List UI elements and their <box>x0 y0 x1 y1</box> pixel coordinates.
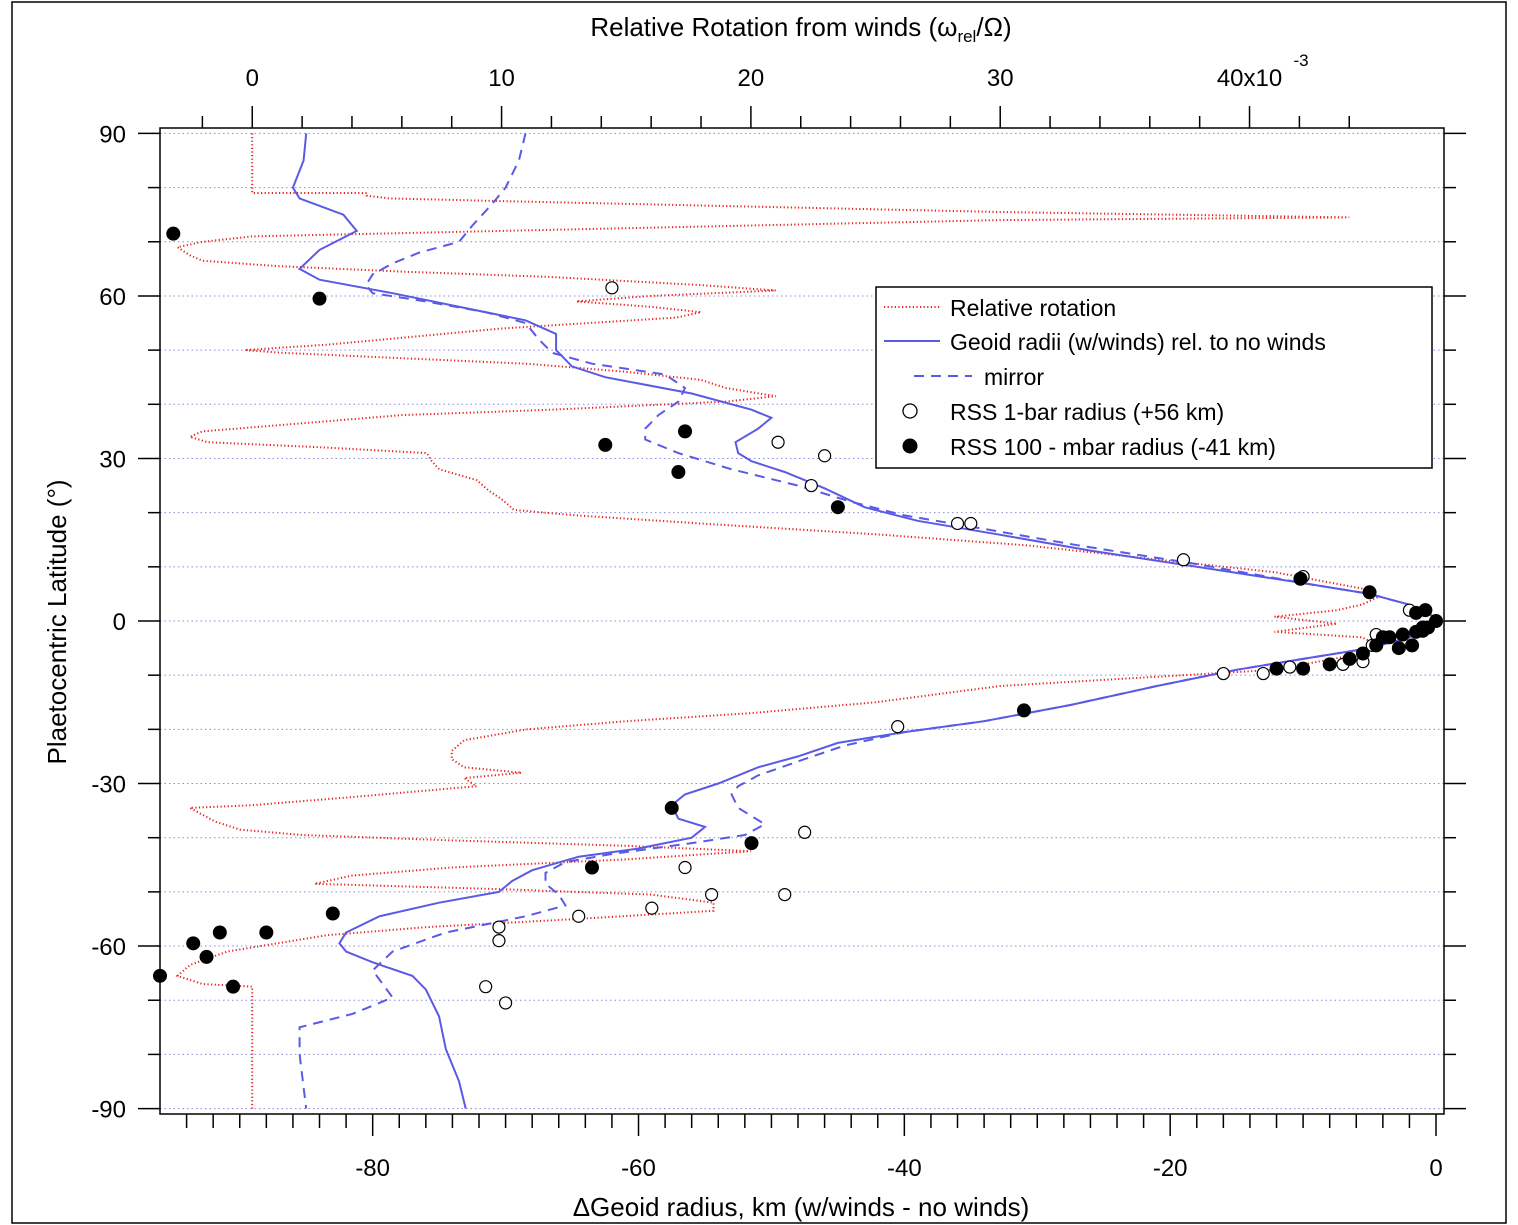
rss-1bar-point <box>479 980 493 994</box>
x-tick-label: -80 <box>355 1155 390 1182</box>
rss-100mbar-point <box>664 800 679 815</box>
rss-1bar-point <box>498 996 513 1010</box>
y-tick-label: -90 <box>91 1097 126 1124</box>
plot-frame <box>159 127 1445 1115</box>
rss-100mbar-point <box>325 906 340 921</box>
rss-100mbar-point <box>199 949 214 964</box>
legend: Relative rotation Geoid radii (w/winds) … <box>875 286 1433 469</box>
rss-1bar-point <box>798 825 812 839</box>
x-tick-label: 0 <box>1429 1155 1442 1182</box>
rss-100mbar-point <box>1016 703 1031 718</box>
top-tick-label: 0 <box>246 65 259 92</box>
rss-1bar-point <box>1176 553 1191 567</box>
top-tick-label: 30 <box>987 65 1014 92</box>
y-tick-label: 0 <box>113 609 126 636</box>
rss-100mbar-point <box>744 836 759 851</box>
rss-100mbar-point <box>166 226 181 241</box>
rss-100mbar-point <box>1322 657 1337 672</box>
marker-layer <box>153 226 1444 1010</box>
top-tick-label: 10 <box>488 65 515 92</box>
y-tick-label: -30 <box>91 772 126 799</box>
y-tick-label: 30 <box>99 446 126 473</box>
rss-1bar-point <box>891 720 905 734</box>
x-axis-title: ΔGeoid radius, km (w/winds - no winds) <box>573 1192 1030 1222</box>
rss-100mbar-point <box>1395 627 1410 642</box>
rss-100mbar-point <box>1355 646 1370 661</box>
rss-100mbar-point <box>212 925 227 940</box>
top-tick-label: 20 <box>738 65 765 92</box>
rss-100mbar-point <box>1362 585 1377 600</box>
rss-1bar-point <box>778 887 792 902</box>
rss-1bar-point <box>964 516 978 531</box>
x-tick-label: -40 <box>887 1155 922 1182</box>
legend-label-relative-rotation: Relative rotation <box>950 295 1116 321</box>
rss-100mbar-point <box>1415 623 1430 638</box>
outer-frame <box>11 1 1507 1224</box>
rss-100mbar-point <box>153 968 167 983</box>
rss-100mbar-point <box>186 936 201 951</box>
y-tick-label: 90 <box>99 121 126 148</box>
grid <box>160 132 1444 1110</box>
rss-100mbar-point <box>1375 630 1390 645</box>
rss-100mbar-point <box>312 291 327 306</box>
y-axis-title: Plaetocentric Latitude (°) <box>42 480 72 765</box>
rss-1bar-point <box>705 887 719 902</box>
rss-1bar-point <box>950 516 965 531</box>
rss-100mbar-point <box>1342 651 1357 666</box>
rss-1bar-point <box>771 435 785 449</box>
rss-100mbar-point <box>259 925 274 940</box>
rss-100mbar-point <box>678 424 693 439</box>
rss-100mbar-point <box>1418 603 1433 618</box>
axis-ticks: -90 -60 -30 0 30 60 90 -80 -60 -40 -20 0 0 10 20 30 40x1… <box>91 51 1466 1182</box>
rss-1bar-point <box>492 934 506 948</box>
rss-100mbar-point <box>226 979 241 994</box>
legend-label-rss-1bar: RSS 1-bar radius (+56 km) <box>950 399 1224 425</box>
y-tick-label: -60 <box>91 934 126 961</box>
x-tick-label: -60 <box>621 1155 656 1182</box>
rss-100mbar-point <box>598 437 613 452</box>
rss-1bar-point <box>1216 666 1230 681</box>
legend-label-rss-100mbar: RSS 100 - mbar radius (-41 km) <box>950 434 1276 460</box>
rss-1bar-point <box>572 909 586 923</box>
rss-100mbar-point <box>1293 571 1308 586</box>
rss-100mbar-point <box>830 500 845 515</box>
rss-1bar-point <box>645 901 659 915</box>
y-tick-label: 60 <box>99 284 126 311</box>
rss-1bar-point <box>804 478 818 493</box>
top-tick-label: 40x10 <box>1217 65 1282 92</box>
x-tick-label: -20 <box>1153 1155 1188 1182</box>
rss-1bar-point <box>492 920 506 934</box>
legend-label-mirror: mirror <box>984 364 1044 390</box>
rss-1bar-point <box>1256 666 1270 681</box>
relative-rotation-line <box>174 133 1382 1109</box>
rss-100mbar-point <box>1391 641 1406 656</box>
rss-100mbar-point <box>1296 661 1311 676</box>
rss-100mbar-point <box>671 465 686 480</box>
legend-box <box>875 286 1433 469</box>
rss-100mbar-point <box>1405 638 1420 653</box>
rss-1bar-point <box>1283 660 1297 674</box>
rss-1bar-point <box>817 449 832 463</box>
rss-100mbar-point <box>584 860 599 875</box>
top-axis-title: Relative Rotation from winds (ωrel/Ω) <box>590 12 1011 46</box>
rss-1bar-point <box>678 860 692 875</box>
legend-label-geoid-radii: Geoid radii (w/winds) rel. to no winds <box>950 329 1326 355</box>
legend-swatch-open-circle <box>902 403 918 419</box>
rss-100mbar-point <box>1269 661 1284 676</box>
top-tick-exponent: -3 <box>1294 51 1309 70</box>
mirror-line <box>298 133 1433 1109</box>
rss-1bar-point <box>605 281 619 295</box>
legend-swatch-filled-circle <box>902 438 918 454</box>
